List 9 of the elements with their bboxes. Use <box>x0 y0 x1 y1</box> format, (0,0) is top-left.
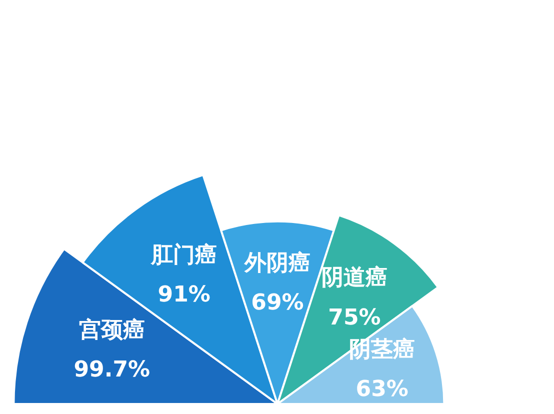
data-label: 69% <box>251 290 304 316</box>
category-label: 阴道癌 <box>321 264 388 291</box>
data-label: 91% <box>158 282 210 308</box>
data-label: 99.7% <box>74 357 150 382</box>
data-label: 63% <box>356 377 408 402</box>
category-label: 宫颈癌 <box>78 316 145 343</box>
category-label: 肛门癌 <box>150 242 218 268</box>
data-label: 75% <box>328 305 381 330</box>
category-label: 外阴癌 <box>244 250 310 276</box>
